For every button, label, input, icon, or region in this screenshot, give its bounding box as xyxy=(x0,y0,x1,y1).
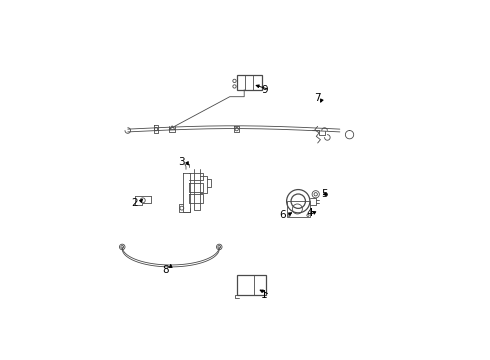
Bar xyxy=(237,275,266,295)
Text: 8: 8 xyxy=(162,265,169,275)
Text: 6: 6 xyxy=(280,210,286,220)
Text: 9: 9 xyxy=(261,85,268,95)
Text: 5: 5 xyxy=(321,189,328,199)
Text: 4: 4 xyxy=(307,208,313,218)
Text: 1: 1 xyxy=(261,290,268,300)
Text: 2: 2 xyxy=(131,198,138,208)
Text: 7: 7 xyxy=(314,93,320,103)
Bar xyxy=(237,75,262,90)
Bar xyxy=(287,201,310,217)
Text: 3: 3 xyxy=(178,157,185,167)
